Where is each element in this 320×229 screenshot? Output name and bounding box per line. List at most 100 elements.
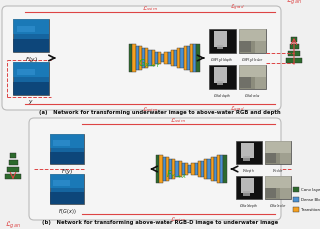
Bar [50, 192, 84, 204]
Text: $G_{X\to Y}$: $G_{X\to Y}$ [138, 57, 162, 70]
Bar [174, 51, 177, 67]
Bar [239, 30, 266, 54]
Text: $G(F(y))_{depth}$: $G(F(y))_{depth}$ [211, 56, 234, 65]
Bar [139, 47, 142, 71]
Text: $y$: $y$ [28, 98, 34, 106]
Bar [209, 66, 236, 90]
Bar [190, 45, 193, 73]
Bar [191, 163, 195, 175]
Bar [214, 157, 217, 181]
Bar [152, 51, 155, 67]
Text: $\mathcal{L}_{ssim}$: $\mathcal{L}_{ssim}$ [171, 214, 187, 223]
Bar [148, 51, 152, 67]
Bar [265, 176, 291, 199]
Bar [179, 161, 182, 177]
Bar [288, 52, 300, 57]
Bar [217, 155, 220, 183]
Text: $F(y)$: $F(y)$ [61, 167, 73, 176]
Bar [291, 38, 297, 43]
Bar [201, 161, 204, 177]
Bar [204, 159, 207, 179]
Bar [53, 180, 70, 186]
Bar [168, 53, 171, 65]
Text: $F_{Y\to X}$: $F_{Y\to X}$ [166, 168, 188, 180]
Bar [155, 53, 158, 65]
Text: $F(y)$: $F(y)$ [25, 55, 37, 64]
Bar [236, 141, 261, 164]
Bar [239, 66, 266, 78]
Bar [265, 153, 280, 164]
Text: $\mathcal{L}_{gan}$: $\mathcal{L}_{gan}$ [286, 0, 302, 7]
Text: $\mathcal{L}_{ssim}$: $\mathcal{L}_{ssim}$ [142, 105, 158, 113]
FancyBboxPatch shape [29, 118, 281, 220]
Text: Transition Up/Down: Transition Up/Down [300, 208, 320, 212]
Bar [13, 82, 49, 95]
Bar [5, 174, 21, 179]
Bar [177, 49, 180, 69]
Bar [292, 197, 299, 202]
Bar [184, 47, 187, 71]
Bar [240, 42, 251, 53]
Bar [163, 157, 166, 181]
Text: $y_{color}$: $y_{color}$ [272, 166, 284, 174]
Bar [156, 155, 159, 183]
Bar [188, 165, 191, 173]
Bar [166, 157, 169, 181]
Bar [292, 187, 299, 192]
Bar [17, 27, 35, 33]
Text: $G(F(y))_{color}$: $G(F(y))_{color}$ [241, 56, 263, 64]
Bar [171, 51, 174, 67]
Bar [214, 32, 228, 48]
Text: $G(x)_{depth}$: $G(x)_{depth}$ [239, 201, 258, 210]
Bar [50, 134, 84, 164]
Text: $\mathcal{L}_{ssim}$: $\mathcal{L}_{ssim}$ [142, 4, 158, 13]
Bar [239, 78, 255, 90]
Bar [207, 159, 211, 179]
Bar [9, 160, 18, 165]
Bar [265, 141, 291, 164]
Bar [196, 45, 200, 73]
FancyBboxPatch shape [2, 7, 281, 111]
Bar [286, 59, 302, 64]
Bar [193, 45, 196, 73]
Bar [217, 81, 223, 86]
Bar [13, 63, 49, 95]
Bar [266, 188, 276, 198]
Bar [158, 53, 161, 65]
Bar [240, 78, 251, 88]
Bar [265, 141, 291, 153]
Bar [13, 40, 49, 53]
Bar [50, 152, 84, 164]
Bar [239, 42, 255, 54]
Bar [182, 163, 185, 175]
Bar [209, 30, 236, 54]
Text: $\mathcal{L}_{grad}$: $\mathcal{L}_{grad}$ [230, 3, 244, 13]
Bar [217, 45, 223, 50]
Bar [132, 45, 136, 73]
Bar [241, 144, 254, 158]
Text: $\mathcal{L}_{ssim}$: $\mathcal{L}_{ssim}$ [171, 116, 187, 124]
Bar [223, 155, 227, 183]
Bar [195, 163, 198, 175]
Bar [17, 69, 35, 76]
Text: $F(G(x))$: $F(G(x))$ [58, 207, 76, 215]
Text: $y_{depth}$: $y_{depth}$ [242, 166, 255, 175]
Bar [239, 66, 266, 90]
Bar [172, 159, 175, 179]
Bar [142, 49, 145, 69]
Bar [129, 45, 132, 73]
Bar [211, 157, 214, 181]
Bar [292, 207, 299, 212]
Bar [13, 20, 49, 35]
Text: $G(x)_{color}$: $G(x)_{color}$ [244, 92, 261, 99]
Bar [266, 153, 276, 163]
Bar [136, 47, 139, 71]
Text: (b)   Network for transforming above-water RGB-D image to underwater image: (b) Network for transforming above-water… [42, 219, 278, 224]
Bar [220, 155, 223, 183]
Bar [180, 49, 184, 69]
Bar [244, 191, 250, 196]
Text: Dense Block: Dense Block [300, 198, 320, 202]
Bar [214, 68, 228, 84]
Text: $\mathcal{L}_{grad}$: $\mathcal{L}_{grad}$ [230, 105, 244, 115]
Bar [145, 49, 148, 69]
